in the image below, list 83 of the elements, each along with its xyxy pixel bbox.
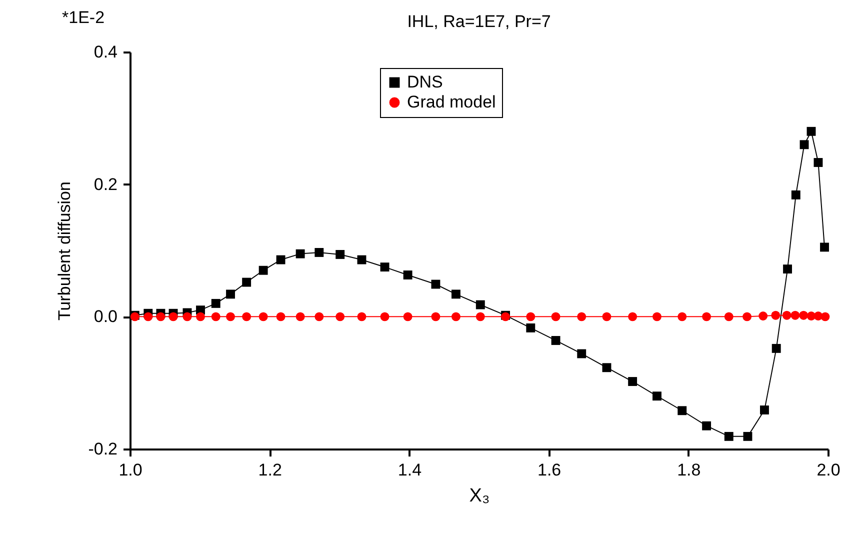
y-tick-label: 0.4 xyxy=(94,42,118,62)
point xyxy=(771,310,780,320)
x-tick-label: 2.0 xyxy=(816,460,840,480)
point xyxy=(758,312,768,320)
point xyxy=(156,312,166,322)
point xyxy=(276,312,286,322)
y-tick-label: 0.2 xyxy=(94,174,118,194)
point xyxy=(476,312,485,322)
point xyxy=(577,312,586,322)
point xyxy=(403,312,412,322)
point xyxy=(403,270,412,280)
x-tick-label: 1.8 xyxy=(677,460,701,480)
point xyxy=(551,312,560,322)
point xyxy=(451,290,460,299)
y-tick-label: 0.0 xyxy=(94,307,118,326)
x-tick-label: 1.4 xyxy=(398,460,422,480)
point xyxy=(276,255,286,264)
point xyxy=(724,312,734,322)
point xyxy=(380,262,390,272)
point xyxy=(800,140,809,150)
point xyxy=(226,290,235,299)
point xyxy=(652,392,662,401)
point xyxy=(144,312,153,322)
point xyxy=(314,312,324,322)
point xyxy=(258,312,268,322)
point xyxy=(258,266,268,275)
point xyxy=(772,344,781,353)
point xyxy=(602,312,612,322)
point xyxy=(628,312,638,322)
point xyxy=(226,312,235,322)
point xyxy=(182,312,192,322)
point xyxy=(782,310,792,320)
point xyxy=(526,323,536,332)
chart-title: IHL, Ra=1E7, Pr=7 xyxy=(407,12,551,31)
point xyxy=(702,312,712,322)
x-tick-label: 1.2 xyxy=(258,460,282,480)
point xyxy=(652,312,662,322)
legend-label: DNS xyxy=(407,72,443,92)
point xyxy=(577,349,586,358)
point xyxy=(357,312,366,322)
point xyxy=(526,312,536,322)
point xyxy=(296,249,305,258)
point xyxy=(702,421,712,430)
point xyxy=(678,312,687,322)
x-axis-title: X₃ xyxy=(469,486,490,506)
point xyxy=(451,312,460,322)
point xyxy=(380,312,390,322)
point xyxy=(602,363,612,372)
point xyxy=(211,298,220,308)
point xyxy=(431,312,440,322)
legend-label: Grad model xyxy=(407,92,496,112)
text: *1E-2 xyxy=(62,8,105,28)
point xyxy=(242,278,252,287)
point xyxy=(296,312,305,322)
point xyxy=(743,432,752,441)
x-tick-label: 1.6 xyxy=(537,460,562,480)
point xyxy=(799,310,808,320)
point xyxy=(742,312,752,322)
point xyxy=(551,336,560,345)
point xyxy=(476,300,485,310)
y-tick-label: -0.2 xyxy=(88,440,118,458)
point xyxy=(820,242,829,252)
point xyxy=(678,406,687,416)
point xyxy=(760,405,769,414)
point xyxy=(357,255,366,264)
point xyxy=(820,312,830,322)
point xyxy=(168,312,178,322)
point xyxy=(724,432,734,441)
point xyxy=(791,190,800,200)
point xyxy=(628,377,638,386)
y-axis-title: Turbulent diffusion xyxy=(55,182,74,320)
point xyxy=(242,312,252,322)
point xyxy=(196,312,205,322)
point xyxy=(814,158,823,167)
point xyxy=(783,264,792,274)
point xyxy=(431,280,440,289)
point xyxy=(336,250,345,259)
point xyxy=(806,126,816,136)
point xyxy=(336,312,345,322)
point xyxy=(314,248,324,257)
x-tick-label: 1.0 xyxy=(118,460,142,480)
point xyxy=(211,312,220,322)
point xyxy=(790,310,800,320)
